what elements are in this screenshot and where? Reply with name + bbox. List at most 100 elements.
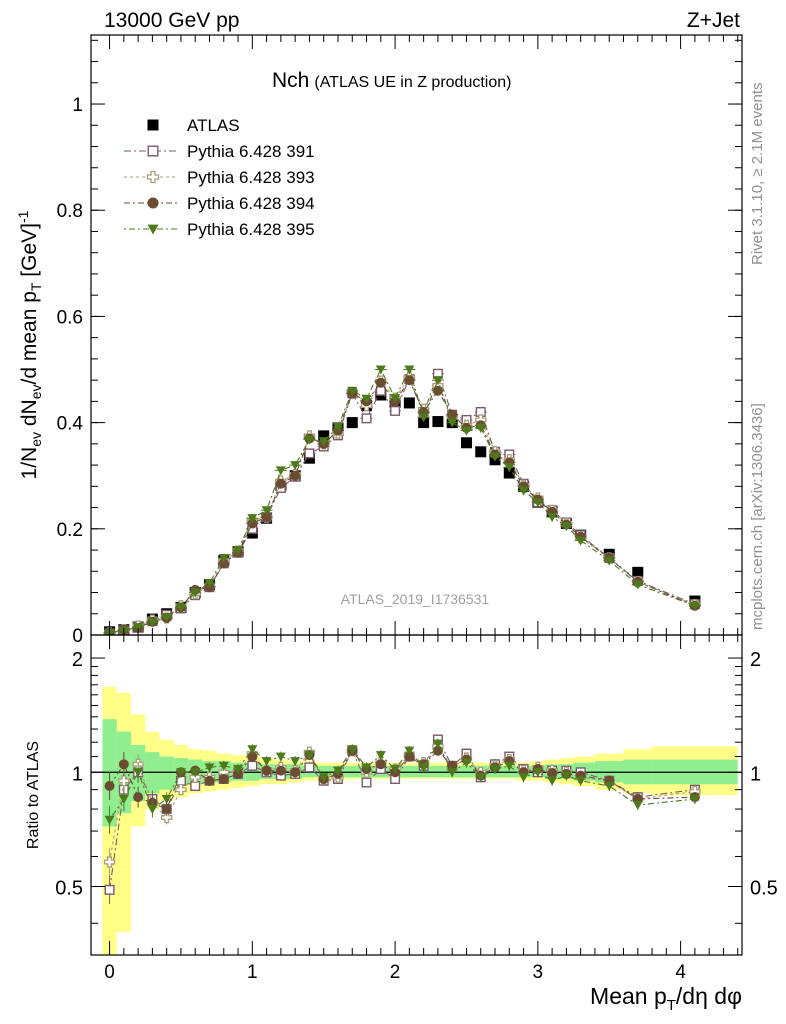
ratio-point-p395 — [461, 758, 472, 768]
ratio-point-p395 — [161, 795, 172, 805]
main-y-tick-label: 0 — [72, 626, 83, 647]
ylabel-part-b: ev — [28, 432, 44, 447]
legend-marker-p391 — [147, 145, 159, 157]
ratio-point-p395 — [575, 776, 586, 786]
ylabel-part-d: ev — [28, 384, 44, 399]
data-point-p395 — [318, 437, 329, 447]
data-point-p394 — [375, 377, 386, 388]
data-point-p395 — [632, 580, 643, 590]
main-y-axis-label: 1/Nev dNev/d mean pT [GeV]-1 — [15, 210, 44, 479]
data-point-p395 — [561, 522, 572, 532]
analysis-label: ATLAS_2019_I1736531 — [341, 591, 490, 607]
ratio-point-p395 — [604, 782, 615, 792]
data-point-p395 — [161, 612, 172, 622]
ratio-point-p391 — [104, 884, 115, 895]
data-point-atlas — [346, 417, 358, 429]
data-point-p395 — [432, 376, 443, 386]
ratio-point-p394 — [375, 759, 386, 770]
ratio-point-p395 — [547, 776, 558, 786]
ratio-point-p394 — [161, 804, 172, 815]
data-point-p395 — [361, 394, 372, 404]
ratio-point-p395 — [632, 800, 643, 810]
ratio-point-p395 — [204, 763, 215, 773]
ratio-point-p395 — [375, 751, 386, 761]
ratio-point-p395 — [147, 805, 158, 815]
rivet-version-label: Rivet 3.1.10, ≥ 2.1M events — [749, 83, 766, 266]
data-point-p395 — [404, 365, 415, 375]
main-y-tick-label: 0.6 — [57, 307, 83, 328]
data-point-p394 — [290, 470, 301, 481]
data-point-p395 — [304, 435, 315, 445]
uncertainty-band-inner — [430, 765, 446, 778]
ratio-point-p394 — [118, 759, 129, 770]
ratio-point-p395 — [304, 751, 315, 761]
ratio-panel-frame — [90, 634, 743, 956]
legend-label-p394: Pythia 6.428 394 — [187, 194, 315, 213]
ratio-point-p395 — [318, 773, 329, 783]
ratio-point-p395 — [418, 763, 429, 773]
xlabel-part-c: /dη dφ — [676, 983, 742, 1009]
uncertainty-band-inner — [502, 765, 517, 778]
data-point-atlas — [632, 566, 644, 578]
data-point-atlas — [475, 446, 487, 458]
uncertainty-band-inner — [159, 756, 174, 790]
data-point-p395 — [532, 498, 543, 508]
legend-label-p391: Pythia 6.428 391 — [187, 142, 315, 161]
data-point-p395 — [504, 463, 515, 473]
process-label: Z+Jet — [687, 9, 740, 32]
data-point-p395 — [275, 466, 286, 476]
ratio-y-tick-label-right: 2 — [750, 649, 761, 671]
legend-entry-atlas: ATLAS — [147, 116, 240, 135]
ratio-y-tick-label-right: 1 — [750, 763, 761, 785]
data-point-p395 — [290, 461, 301, 471]
ratio-point-p394 — [404, 751, 415, 762]
ratio-point-p393 — [189, 771, 201, 783]
main-axis-ticks: 0 0.2 0.4 0.6 0.8 1 — [57, 35, 742, 647]
data-point-p395 — [604, 556, 615, 566]
data-point-p395 — [190, 588, 201, 598]
data-point-atlas — [318, 430, 330, 442]
data-point-p395 — [233, 546, 244, 556]
plot-subtitle: (ATLAS UE in Z production) — [314, 74, 511, 91]
ratio-point-p395 — [518, 773, 529, 783]
ratio-point-p393 — [161, 811, 173, 824]
ratio-y-tick-label: 1 — [72, 763, 83, 785]
data-point-atlas — [460, 437, 472, 449]
legend-label-p393: Pythia 6.428 393 — [187, 168, 315, 187]
data-point-p395 — [133, 623, 144, 633]
legend-marker-p395 — [147, 224, 159, 235]
data-point-p395 — [332, 422, 343, 432]
ratio-point-p394 — [290, 767, 301, 778]
ratio-point-p394 — [204, 775, 215, 786]
ratio-point-p395 — [447, 768, 458, 778]
ratio-point-p395 — [118, 795, 129, 805]
ratio-point-p394 — [104, 781, 115, 792]
ratio-point-p395 — [532, 768, 543, 778]
plot-title: Nch (ATLAS UE in Z production) — [272, 69, 511, 92]
main-y-tick-label: 0.4 — [57, 414, 84, 435]
data-point-p395 — [247, 514, 258, 524]
ratio-panel: 0.5 0.5 1 1 2 2 0 1 2 3 4 Ratio to ATLAS Mean pT/d… — [25, 634, 778, 1014]
ratio-point-p394 — [133, 792, 144, 803]
data-point-p395 — [490, 452, 501, 462]
uncertainty-band-inner — [316, 765, 331, 778]
data-point-p394 — [275, 478, 286, 489]
ratio-point-p394 — [261, 765, 272, 776]
ratio-point-p395 — [390, 765, 401, 775]
ratio-point-p395 — [404, 746, 415, 756]
ratio-axis-ticks: 0.5 0.5 1 1 2 2 0 1 2 3 4 — [55, 635, 778, 983]
xlabel-part-a: Mean p — [590, 983, 667, 1009]
data-point-p391 — [304, 448, 315, 459]
ratio-y-tick-label-right: 0.5 — [750, 878, 778, 900]
data-point-p395 — [575, 536, 586, 546]
ratio-point-p395 — [475, 773, 486, 783]
data-point-p394 — [404, 375, 415, 386]
legend-label-atlas: ATLAS — [187, 116, 240, 135]
data-point-p395 — [390, 394, 401, 404]
ylabel-part-h: -1 — [15, 210, 31, 223]
data-point-atlas — [503, 467, 515, 479]
ratio-point-p395 — [361, 763, 372, 773]
main-y-tick-label: 0.2 — [57, 520, 83, 541]
x-tick-label: 2 — [390, 962, 401, 983]
